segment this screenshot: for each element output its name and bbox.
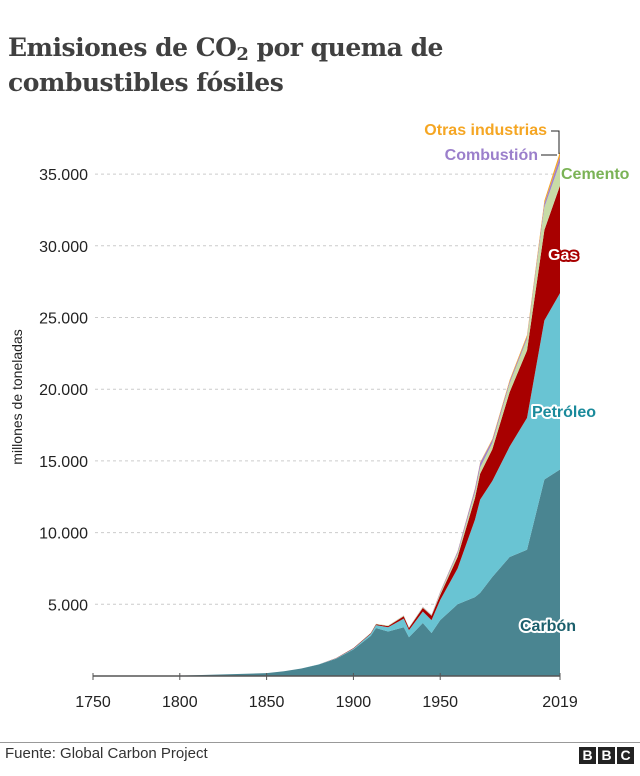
title-text-rest: por quema de combustibles fósiles: [8, 33, 443, 97]
x-tick-label: 1850: [249, 694, 285, 711]
x-tick-label: 1900: [336, 694, 372, 711]
series-label: Otras industrias: [424, 122, 547, 139]
x-tick-label: 1750: [75, 694, 111, 711]
chart-title: Emisiones de CO2 por quema de combustibl…: [8, 30, 608, 100]
series-label: Petróleo: [532, 404, 596, 421]
y-tick-label: 25.000: [39, 311, 88, 328]
y-axis-label: millones de toneladas: [9, 329, 25, 464]
footer-divider: [0, 742, 640, 743]
series-label: Carbón: [520, 618, 576, 635]
series-label: Combustión: [445, 147, 538, 164]
leader-line: [551, 130, 560, 154]
stacked-area-chart: 5.000 10.000 15.000 20.000 25.000 30.000 35.00…: [9, 122, 630, 711]
y-tick-label: 10.000: [39, 526, 88, 543]
series-label: Cemento: [561, 166, 630, 183]
y-tick-label: 20.000: [39, 382, 88, 399]
y-tick-label: 5.000: [48, 597, 88, 614]
y-tick-label: 30.000: [39, 239, 88, 256]
y-tick-label: 15.000: [39, 454, 88, 471]
series-label: Gas: [548, 247, 578, 264]
title-text: Emisiones de CO: [8, 33, 237, 62]
series-label-halo: Carbón: [520, 618, 576, 635]
y-tick-label: 35.000: [39, 167, 88, 184]
area-carbón: [93, 469, 560, 676]
x-tick-label: 1800: [162, 694, 198, 711]
source-note: Fuente: Global Carbon Project: [5, 745, 208, 762]
series-label-halo: Gas: [548, 247, 578, 264]
x-tick-label: 1950: [422, 694, 458, 711]
x-tick-label: 2019: [542, 694, 578, 711]
title-subscript: 2: [236, 44, 249, 65]
series-label-halo: Petróleo: [532, 404, 596, 421]
